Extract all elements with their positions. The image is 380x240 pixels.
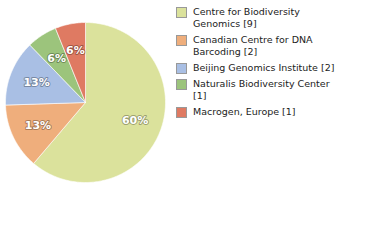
html-text:Macrogen, Europe [1]: Macrogen, Europe [1] [193, 106, 296, 117]
svg-text:13%: 13% [23, 76, 49, 89]
svg-text:60%: 60% [122, 114, 148, 127]
svg-text:6%: 6% [66, 44, 85, 57]
html-text:Beijing Genomics Institute [2]: Beijing Genomics Institute [2] [193, 62, 335, 73]
html-text:Canadian Centre for DNA Barcod: Canadian Centre for DNA Barcoding [2] [193, 34, 313, 57]
html-text:Centre for Biodiversity Genomi: Centre for Biodiversity Genomics [9] [193, 6, 300, 29]
svg-text:13%: 13% [25, 119, 51, 132]
html-text:Naturalis Biodiversity Center: Naturalis Biodiversity Center [1] [193, 78, 330, 101]
svg-text:6%: 6% [47, 52, 66, 65]
